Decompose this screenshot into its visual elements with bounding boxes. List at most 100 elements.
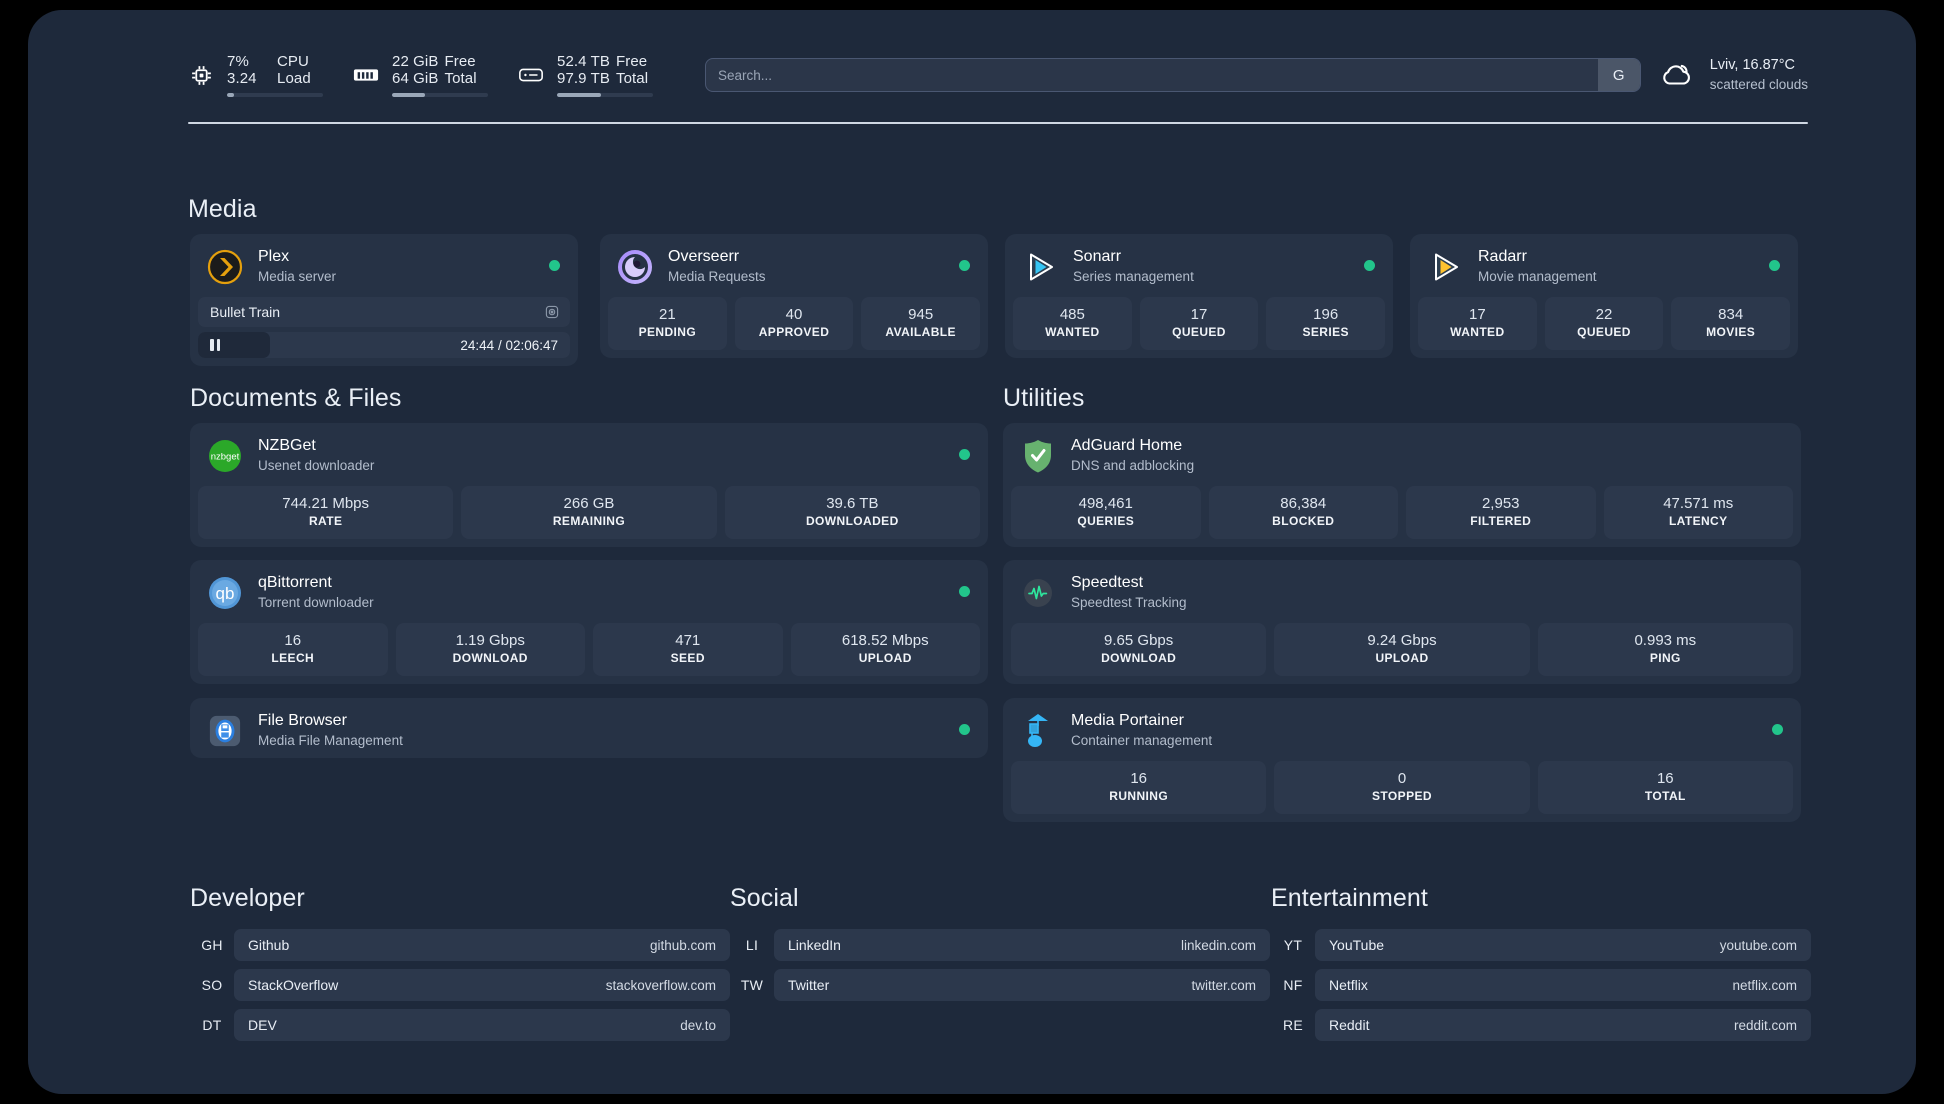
stat-tile: 471 SEED: [593, 623, 783, 676]
service-card-radarr[interactable]: Radarr Movie management 17 WANTED 22 QUE…: [1410, 234, 1798, 358]
bookmark-badge: NF: [1283, 977, 1303, 993]
bookmark-name: Reddit: [1329, 1017, 1370, 1033]
stat-value: 21: [658, 306, 676, 323]
stat-label: LATENCY: [1668, 514, 1728, 528]
svg-text:nzbget: nzbget: [211, 451, 240, 462]
stat-tile: 47.571 ms LATENCY: [1603, 486, 1793, 539]
stat-tile: 17 WANTED: [1418, 297, 1537, 350]
bookmark-name: Github: [248, 937, 290, 953]
stat-tile: 39.6 TB DOWNLOADED: [724, 486, 980, 539]
bookmark-group-developer: Developer GH Github github.com SO StackO…: [190, 884, 730, 1049]
bookmark-pill[interactable]: Github github.com: [234, 929, 730, 961]
bookmark-link-youtube[interactable]: YT YouTube youtube.com: [1271, 929, 1811, 961]
memory-free-value: 22 GiB: [392, 53, 439, 70]
bookmark-badge: YT: [1283, 937, 1303, 953]
service-card-overseerr[interactable]: Overseerr Media Requests 21 PENDING 40 A…: [600, 234, 988, 358]
bookmark-link-reddit[interactable]: RE Reddit reddit.com: [1271, 1009, 1811, 1041]
stat-label: DOWNLOAD: [452, 651, 528, 665]
now-playing-title-bar[interactable]: Bullet Train: [198, 297, 570, 327]
bookmark-pill[interactable]: LinkedIn linkedin.com: [774, 929, 1270, 961]
bookmark-name: LinkedIn: [788, 937, 841, 953]
stat-value: 266 GB: [563, 495, 615, 512]
plex-icon: [206, 248, 244, 286]
now-playing-progress[interactable]: 24:44 / 02:06:47: [198, 332, 570, 358]
bookmark-pill[interactable]: StackOverflow stackoverflow.com: [234, 969, 730, 1001]
stat-label: DOWNLOADED: [805, 514, 899, 528]
service-subtitle: Speedtest Tracking: [1071, 595, 1187, 610]
search-input[interactable]: [706, 59, 1598, 91]
service-subtitle: Media File Management: [258, 733, 403, 748]
service-name: Speedtest: [1071, 574, 1144, 591]
bookmark-badge: DT: [202, 1017, 222, 1033]
stat-value: 1.19 Gbps: [455, 632, 525, 649]
stat-value: 40: [785, 306, 803, 323]
progress-fill: [198, 332, 270, 358]
service-card-plex[interactable]: Plex Media server Bullet Train 24:44 / 0…: [190, 234, 578, 366]
card-header: AdGuard Home DNS and adblocking: [1003, 423, 1801, 486]
bookmark-link-netflix[interactable]: NF Netflix netflix.com: [1271, 969, 1811, 1001]
bookmark-link-stackoverflow[interactable]: SO StackOverflow stackoverflow.com: [190, 969, 730, 1001]
service-card-portainer[interactable]: Media Portainer Container management 16 …: [1003, 698, 1801, 822]
bookmark-pill[interactable]: DEV dev.to: [234, 1009, 730, 1041]
stat-tile: 17 QUEUED: [1139, 297, 1259, 350]
section-title-documents: Documents & Files: [190, 384, 402, 412]
bookmark-link-linkedin[interactable]: LI LinkedIn linkedin.com: [730, 929, 1270, 961]
bookmark-pill[interactable]: Netflix netflix.com: [1315, 969, 1811, 1001]
service-name: Media Portainer: [1071, 712, 1184, 729]
card-header: nzbget NZBGet Usenet downloader: [190, 423, 988, 486]
sonarr-icon: [1021, 248, 1059, 286]
bookmark-pill[interactable]: Reddit reddit.com: [1315, 1009, 1811, 1041]
bookmark-name: Netflix: [1329, 977, 1368, 993]
stat-label: RATE: [308, 514, 343, 528]
disk-label-bottom: Total: [615, 70, 649, 87]
overseerr-icon: [616, 248, 654, 286]
bookmark-pill[interactable]: YouTube youtube.com: [1315, 929, 1811, 961]
stat-value: 47.571 ms: [1663, 495, 1734, 512]
cpu-usage-percent: 7%: [227, 53, 249, 70]
stat-value: 471: [675, 632, 701, 649]
stat-tile: 485 WANTED: [1013, 297, 1132, 350]
stat-label: PENDING: [638, 325, 697, 339]
stat-tile: 744.21 Mbps RATE: [198, 486, 454, 539]
stat-label: BLOCKED: [1272, 514, 1335, 528]
stat-value: 16: [1130, 770, 1147, 787]
service-card-adguard[interactable]: AdGuard Home DNS and adblocking 498,461 …: [1003, 423, 1801, 547]
service-card-qbittorrent[interactable]: qb qBittorrent Torrent downloader 16 LEE…: [190, 560, 988, 684]
service-card-sonarr[interactable]: Sonarr Series management 485 WANTED 17 Q…: [1005, 234, 1393, 358]
service-card-nzbget[interactable]: nzbget NZBGet Usenet downloader 744.21 M…: [190, 423, 988, 547]
stat-tile: 16 LEECH: [198, 623, 388, 676]
stat-tile: 618.52 Mbps UPLOAD: [790, 623, 980, 676]
bookmark-url: stackoverflow.com: [605, 977, 716, 993]
card-header: Overseerr Media Requests: [600, 234, 988, 297]
bookmark-link-dev[interactable]: DT DEV dev.to: [190, 1009, 730, 1041]
bookmark-pill[interactable]: Twitter twitter.com: [774, 969, 1270, 1001]
gear-icon[interactable]: [544, 304, 560, 320]
pause-icon[interactable]: [210, 339, 220, 351]
memory-usage-bar: [392, 93, 488, 97]
stat-label: DOWNLOAD: [1101, 651, 1177, 665]
stat-tile: 196 SERIES: [1266, 297, 1386, 350]
svg-text:qb: qb: [216, 584, 235, 603]
stat-value: 86,384: [1280, 495, 1327, 512]
stat-label: FILTERED: [1470, 514, 1532, 528]
stat-label: MOVIES: [1706, 325, 1756, 339]
service-card-file-browser[interactable]: File Browser Media File Management: [190, 698, 988, 758]
status-badge: [1364, 260, 1375, 271]
weather-condition: scattered clouds: [1709, 77, 1808, 92]
bookmark-name: StackOverflow: [248, 977, 339, 993]
disk-label-top: Free: [615, 53, 648, 70]
service-card-speedtest[interactable]: Speedtest Speedtest Tracking 9.65 Gbps D…: [1003, 560, 1801, 684]
search-bar[interactable]: G: [705, 58, 1641, 92]
bookmark-name: Twitter: [788, 977, 830, 993]
stat-value: 744.21 Mbps: [282, 495, 370, 512]
search-engine-button[interactable]: G: [1597, 59, 1640, 91]
service-name: Sonarr: [1073, 248, 1122, 265]
cloud-icon: [1659, 59, 1697, 91]
stat-label: UPLOAD: [858, 651, 912, 665]
bookmark-link-github[interactable]: GH Github github.com: [190, 929, 730, 961]
bookmark-link-twitter[interactable]: TW Twitter twitter.com: [730, 969, 1270, 1001]
service-subtitle: Series management: [1073, 269, 1194, 284]
cpu-icon: [188, 62, 214, 88]
service-subtitle: Container management: [1071, 733, 1213, 748]
stat-tile: 9.24 Gbps UPLOAD: [1274, 623, 1530, 676]
